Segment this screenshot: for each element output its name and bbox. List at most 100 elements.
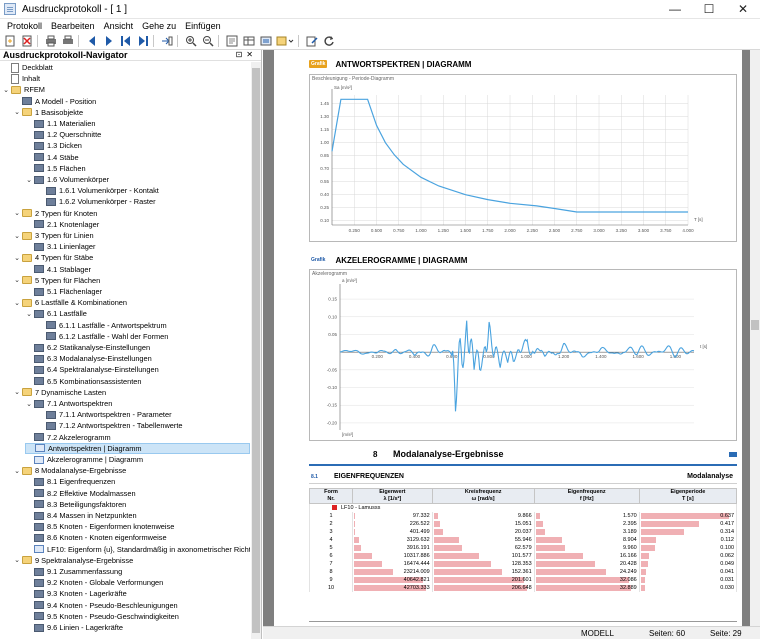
arrow-right-icon[interactable] [101,35,116,48]
expand-icon[interactable]: ⌄ [14,299,20,307]
tree-item[interactable]: 9.4 Knoten - Pseudo-Beschleunigungen [25,600,178,611]
tree-item[interactable]: 7.2 Akzelerogramm [25,432,111,443]
expand-icon[interactable]: ⌄ [14,467,20,475]
tree-item[interactable]: Deckblatt [2,62,53,73]
tree-item[interactable]: ⌄ 2 Typen für Knoten [13,208,97,219]
tree-item[interactable]: 1.6.1 Volumenkörper - Kontakt [37,185,159,196]
tree-item[interactable]: 8.4 Massen in Netzpunkten [25,510,137,521]
tree-item[interactable]: 8.1 Eigenfrequenzen [25,476,115,487]
expand-icon[interactable]: ⌄ [26,400,32,408]
tree-item[interactable]: 6.5 Kombinationsassistenten [25,376,142,387]
tree-item[interactable]: 3.1 Linienlager [25,241,96,252]
tree-item[interactable]: ⌄ 3 Typen für Linien [13,230,94,241]
tree-item[interactable]: Akzelerogramme | Diagramm [25,454,143,465]
expand-icon[interactable]: ⌄ [14,232,20,240]
tree-item[interactable]: ⌄ 4 Typen für Stäbe [13,252,93,263]
tree-item[interactable]: ⌄ 7.1 Antwortspektren [25,398,112,409]
expand-icon[interactable]: ⌄ [3,86,9,94]
navigator-header: Ausdruckprotokoll-Navigator ⊡✕ [0,50,261,61]
table-cell: 3.189 [533,528,640,536]
menu-gehe-zu[interactable]: Gehe zu [142,21,177,31]
tree-item[interactable]: ⌄ RFEM [2,84,45,95]
expand-icon[interactable]: ⌄ [14,254,20,262]
tree-item[interactable]: 5.1 Flächenlager [25,286,102,297]
tree-item[interactable]: 1.5 Flächen [25,163,86,174]
expand-icon[interactable]: ⌄ [26,310,32,318]
menu-bearbeiten[interactable]: Bearbeiten [51,21,95,31]
delete-icon[interactable] [19,35,34,48]
expand-icon[interactable]: ⌄ [14,210,20,218]
table-cell: 32.086 [533,576,640,584]
tree-item[interactable]: 2.1 Knotenlager [25,219,99,230]
expand-icon[interactable]: ⌄ [26,176,32,184]
menu-einfuegen[interactable]: Einfügen [185,21,221,31]
tree-item[interactable]: ⌄ 1.6 Volumenkörper [25,174,109,185]
zoom-in-icon[interactable] [183,35,198,48]
table-icon [34,500,44,509]
page-layout-icon[interactable] [224,35,239,48]
tree-item[interactable]: Antwortspektren | Diagramm [25,442,250,454]
tree-item[interactable]: 1.6.2 Volumenkörper - Raster [37,196,156,207]
goto-page-icon[interactable] [159,35,174,48]
expand-icon[interactable]: ⌄ [14,389,20,397]
tree-item[interactable]: 1.3 Dicken [25,140,82,151]
tree-item[interactable]: 6.1.1 Lastfälle - Antwortspektrum [37,320,167,331]
tree-item[interactable]: LF10: Eigenform {u}, Standardmäßig in ax… [25,544,250,555]
table-icon[interactable] [241,35,256,48]
zoom-out-icon[interactable] [200,35,215,48]
tree-item[interactable]: 1.2 Querschnitte [25,129,101,140]
document-scrollbar[interactable] [750,50,760,626]
tree-item[interactable]: 9.5 Knoten - Pseudo-Geschwindigkeiten [25,611,179,622]
pin-icon[interactable]: ⊡ [235,50,247,59]
close-button[interactable]: ✕ [737,2,749,16]
print-preview-icon[interactable] [60,35,75,48]
tree-item[interactable]: ⌄ 6.1 Lastfälle [25,308,87,319]
minimize-button[interactable]: — [669,2,681,16]
x-tick-label: 1.000 [415,228,427,233]
export-icon[interactable] [275,35,295,48]
tree-item[interactable]: ⌄ 8 Modalanalyse-Ergebnisse [13,465,126,476]
maximize-button[interactable]: ☐ [703,2,715,16]
tree-item[interactable]: 4.1 Stablager [25,264,91,275]
y-tick-label: 0.40 [320,192,329,197]
tree-item[interactable]: 1.4 Stäbe [25,152,79,163]
expand-icon[interactable]: ⌄ [14,277,20,285]
expand-icon[interactable]: ⌄ [14,557,20,565]
tree-item[interactable]: 9.3 Knoten - Lagerkräfte [25,588,127,599]
tree-item[interactable]: 9.2 Knoten - Globale Verformungen [25,577,163,588]
settings-icon[interactable] [258,35,273,48]
expand-icon[interactable]: ⌄ [14,109,20,117]
tree-item[interactable]: 7.1.1 Antwortspektren - Parameter [37,409,172,420]
navigator-close-icon[interactable]: ✕ [246,50,257,59]
navigator-scrollbar[interactable] [251,62,261,639]
new-icon[interactable] [2,35,17,48]
refresh-icon[interactable] [321,35,336,48]
tree-item[interactable]: 6.3 Modalanalyse-Einstellungen [25,353,152,364]
tree-item[interactable]: 8.6 Knoten - Knoten eigenformweise [25,532,167,543]
tree-item[interactable]: ⌄ 9 Spektralanalyse-Ergebnisse [13,555,133,566]
tree-item[interactable]: 7.1.2 Antwortspektren - Tabellenwerte [37,420,183,431]
tree-item[interactable]: Inhalt [2,73,40,84]
tree-item[interactable]: ⌄ 7 Dynamische Lasten [13,387,106,398]
menu-ansicht[interactable]: Ansicht [103,21,134,31]
tree-item[interactable]: ⌄ 5 Typen für Flächen [13,275,100,286]
tree-item[interactable]: 6.4 Spektralanalyse-Einstellungen [25,364,159,375]
tree-item[interactable]: 8.2 Effektive Modalmassen [25,488,136,499]
tree-item[interactable]: 6.1.2 Lastfälle - Wahl der Formen [37,331,168,342]
tree-item[interactable]: ⌄ 6 Lastfälle & Kombinationen [13,297,127,308]
last-page-icon[interactable] [135,35,150,48]
arrow-left-icon[interactable] [84,35,99,48]
tree-item[interactable]: A Modell - Position [13,96,96,107]
edit-icon[interactable] [304,35,319,48]
tree-item[interactable]: 8.3 Beteiligungsfaktoren [25,499,126,510]
cell-value: 0.417 [720,521,734,527]
first-page-icon[interactable] [118,35,133,48]
tree-item[interactable]: 6.2 Statikanalyse-Einstellungen [25,342,150,353]
tree-item[interactable]: 1.1 Materialien [25,118,95,129]
menu-protokoll[interactable]: Protokoll [7,21,43,31]
tree-item[interactable]: 9.6 Linien - Lagerkräfte [25,622,123,633]
tree-item[interactable]: 8.5 Knoten - Eigenformen knotenweise [25,521,174,532]
print-icon[interactable] [43,35,58,48]
tree-item[interactable]: 9.1 Zusammenfassung [25,566,122,577]
tree-item[interactable]: ⌄ 1 Basisobjekte [13,107,83,118]
